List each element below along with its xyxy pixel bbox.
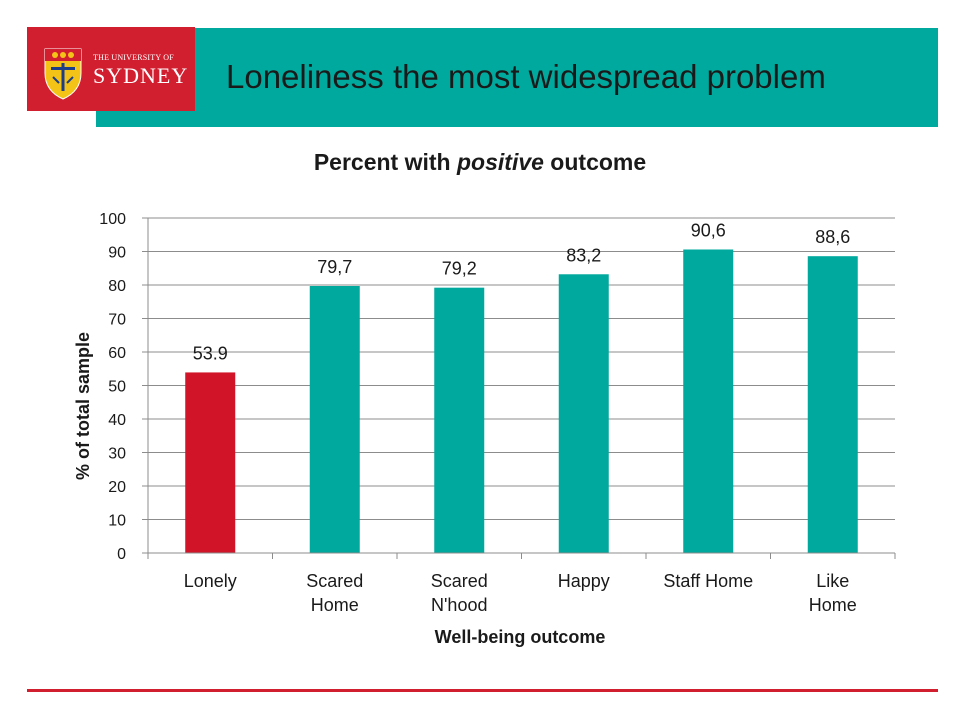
- x-tick-label: Home: [311, 595, 359, 615]
- data-label: 79,2: [442, 259, 477, 279]
- data-label: 88,6: [815, 227, 850, 247]
- y-tick-label: 50: [108, 379, 126, 396]
- bar: [434, 287, 485, 553]
- x-tick-label: Lonely: [184, 571, 237, 591]
- y-tick-label: 70: [108, 312, 126, 329]
- bar: [807, 256, 858, 553]
- y-tick-label: 80: [108, 278, 126, 295]
- x-tick-label: N'hood: [431, 595, 487, 615]
- bar: [185, 372, 236, 553]
- bar: [683, 249, 734, 554]
- university-logo: THE UNIVERSITY OF SYDNEY: [27, 27, 195, 111]
- logo-line1: THE UNIVERSITY OF: [93, 53, 174, 62]
- chart-title-suffix: outcome: [543, 149, 647, 175]
- x-tick-label: Scared: [431, 571, 488, 591]
- y-tick-label: 40: [108, 412, 126, 429]
- x-tick-label: Staff Home: [663, 571, 753, 591]
- x-tick-label: Home: [809, 595, 857, 615]
- logo-line2: SYDNEY: [93, 63, 189, 88]
- chart-title: Percent with positive outcome: [0, 149, 960, 176]
- footer-divider: [27, 689, 938, 692]
- y-axis-title: % of total sample: [73, 332, 93, 480]
- y-tick-label: 60: [108, 345, 126, 362]
- bar: [558, 274, 609, 553]
- data-label: 79,7: [317, 257, 352, 277]
- data-label: 53.9: [193, 343, 228, 363]
- y-tick-label: 90: [108, 245, 126, 262]
- y-tick-label: 10: [108, 513, 126, 530]
- y-tick-label: 0: [117, 546, 126, 563]
- x-tick-label: Like: [816, 571, 849, 591]
- data-label: 83,2: [566, 245, 601, 265]
- chart-title-prefix: Percent with: [313, 149, 457, 175]
- y-tick-label: 20: [108, 479, 126, 496]
- y-tick-label: 100: [99, 211, 126, 228]
- data-label: 90,6: [691, 220, 726, 240]
- page-title: Loneliness the most widespread problem: [226, 58, 826, 95]
- crest-icon: [44, 48, 82, 100]
- bar: [309, 286, 360, 553]
- header-bar: [96, 28, 938, 127]
- chart-title-emphasis: positive: [457, 149, 544, 175]
- y-tick-label: 30: [108, 446, 126, 463]
- x-tick-label: Happy: [558, 571, 610, 591]
- x-axis-title: Well-being outcome: [435, 627, 606, 647]
- x-tick-label: Scared: [306, 571, 363, 591]
